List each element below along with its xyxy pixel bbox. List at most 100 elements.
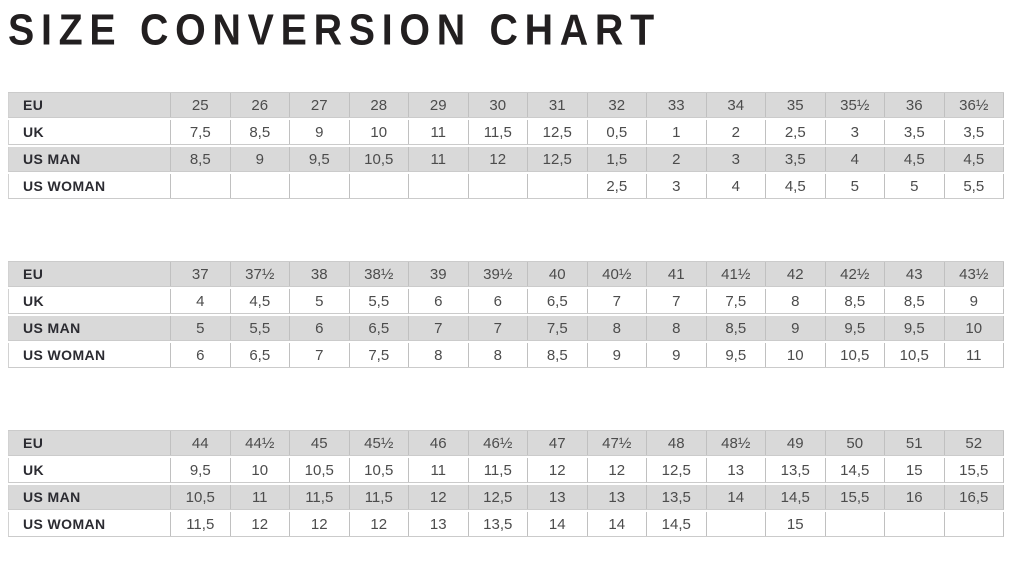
size-cell: 8,5 <box>527 343 587 367</box>
row-label: US WOMAN <box>23 178 106 194</box>
size-cell: 4 <box>170 289 230 313</box>
size-cell: 14 <box>586 512 647 536</box>
size-cell: 6,5 <box>527 289 587 313</box>
size-cell <box>408 174 468 198</box>
size-cell: 5 <box>170 316 230 340</box>
page-title: SIZE CONVERSION CHART <box>8 5 661 54</box>
size-cell: 8 <box>408 343 468 367</box>
size-cell: 15,5 <box>824 485 885 509</box>
size-cell: 6,5 <box>229 343 290 367</box>
size-table-1: EU 25 26 27 28 29 30 31 32 33 34 35 35½ 36 36½ UK 7,5 8,5… <box>8 92 1004 199</box>
size-cell: 9,5 <box>824 316 885 340</box>
size-cell: 7,5 <box>527 316 587 340</box>
size-cell: 7 <box>289 343 349 367</box>
size-cell: 7 <box>586 289 647 313</box>
size-cell: 30 <box>467 93 528 117</box>
table-row: EU 37 37½ 38 38½ 39 39½ 40 40½ 41 41½ 42 42½ 43 43½ <box>8 262 1004 287</box>
size-cell: 14,5 <box>646 512 706 536</box>
size-cell: 13 <box>705 458 766 482</box>
size-cell: 10,5 <box>348 458 409 482</box>
size-cell: 39 <box>408 262 468 286</box>
size-cell: 9,5 <box>884 316 944 340</box>
size-cell: 16,5 <box>943 485 1004 509</box>
size-cell: 46 <box>408 431 468 455</box>
size-cell: 11 <box>943 343 1004 367</box>
size-cell: 6 <box>170 343 230 367</box>
size-cell: 11,5 <box>467 458 528 482</box>
size-cell: 27 <box>289 93 349 117</box>
size-cell: 7,5 <box>705 289 766 313</box>
size-cell: 36 <box>884 93 944 117</box>
size-cell: 9 <box>586 343 647 367</box>
size-cell: 11,5 <box>289 485 349 509</box>
size-cell: 43½ <box>943 262 1004 286</box>
size-cell: 52 <box>943 431 1004 455</box>
size-cell: 7 <box>467 316 528 340</box>
row-label: EU <box>23 435 44 451</box>
size-cell: 14 <box>705 485 766 509</box>
size-cell: 15 <box>765 512 825 536</box>
size-cell: 8 <box>586 316 647 340</box>
size-cell: 11,5 <box>467 120 528 144</box>
table-row: US MAN 8,5 9 9,5 10,5 11 12 12,5 1,5 2 3 3,5 4 4,5 4,5 <box>8 147 1004 172</box>
size-cell: 4 <box>705 174 766 198</box>
size-cell <box>705 512 766 536</box>
size-cell: 12 <box>527 458 587 482</box>
size-cell: 8,5 <box>705 316 766 340</box>
size-cell: 32 <box>586 93 647 117</box>
size-cell: 3 <box>824 120 885 144</box>
size-cell: 1 <box>646 120 706 144</box>
size-cell: 6 <box>408 289 468 313</box>
size-cell: 37½ <box>229 262 290 286</box>
size-cell <box>824 512 885 536</box>
size-cell: 14,5 <box>824 458 885 482</box>
size-cell: 7 <box>408 316 468 340</box>
size-cell: 13 <box>527 485 587 509</box>
size-cell: 7 <box>646 289 706 313</box>
size-cell: 5 <box>289 289 349 313</box>
size-cell: 37 <box>170 262 230 286</box>
size-cell: 2 <box>705 120 766 144</box>
size-cell: 12,5 <box>527 147 587 171</box>
size-cell: 5 <box>824 174 885 198</box>
size-table-2: EU 37 37½ 38 38½ 39 39½ 40 40½ 41 41½ 42 42½ 43 43½ UK 4… <box>8 261 1004 368</box>
size-cell: 12 <box>586 458 647 482</box>
size-cell: 3,5 <box>884 120 944 144</box>
size-cell: 12 <box>408 485 468 509</box>
size-cell: 13,5 <box>765 458 825 482</box>
size-cell: 2 <box>646 147 706 171</box>
size-cell <box>943 512 1004 536</box>
size-cell: 0,5 <box>586 120 647 144</box>
size-cell: 14,5 <box>765 485 825 509</box>
size-cell: 6 <box>289 316 349 340</box>
size-cell: 11 <box>408 458 468 482</box>
size-cell: 10 <box>943 316 1004 340</box>
size-cell: 43 <box>884 262 944 286</box>
size-cell: 5,5 <box>229 316 290 340</box>
size-cell: 8 <box>765 289 825 313</box>
size-cell: 48½ <box>705 431 766 455</box>
size-cell: 47½ <box>586 431 647 455</box>
row-label: UK <box>23 462 45 478</box>
size-cell: 41 <box>646 262 706 286</box>
size-cell: 44 <box>170 431 230 455</box>
row-label: EU <box>23 97 44 113</box>
size-cell: 12,5 <box>646 458 706 482</box>
size-cell: 1,5 <box>586 147 647 171</box>
size-cell <box>229 174 290 198</box>
size-cell: 45 <box>289 431 349 455</box>
size-cell: 10,5 <box>170 485 230 509</box>
size-cell: 35 <box>765 93 825 117</box>
size-cell: 13 <box>586 485 647 509</box>
size-cell: 12 <box>289 512 349 536</box>
table-row: EU 44 44½ 45 45½ 46 46½ 47 47½ 48 48½ 49 50 51 52 <box>8 431 1004 456</box>
size-cell: 15,5 <box>943 458 1004 482</box>
table-row: US WOMAN 6 6,5 7 7,5 8 8 8,5 9 9 9,5 10 10,5 10,5 11 <box>8 343 1004 368</box>
table-row: UK 4 4,5 5 5,5 6 6 6,5 7 7 7,5 8 8,5 8,5 9 <box>8 289 1004 314</box>
size-cell: 7,5 <box>170 120 230 144</box>
size-cell: 44½ <box>229 431 290 455</box>
size-cell: 8,5 <box>824 289 885 313</box>
size-cell: 8,5 <box>170 147 230 171</box>
size-cell: 12,5 <box>527 120 587 144</box>
size-cell <box>527 174 587 198</box>
